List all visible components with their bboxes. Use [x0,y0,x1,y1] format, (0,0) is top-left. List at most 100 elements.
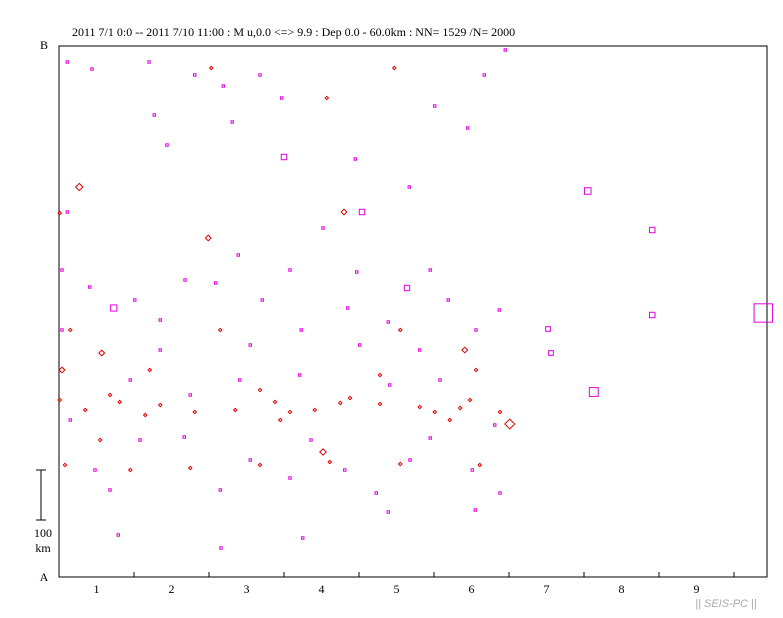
event-marker [116,533,120,537]
event-marker [309,438,313,442]
plot-frame [58,45,768,578]
event-marker [98,349,106,357]
event-marker [407,185,411,189]
event-marker [248,343,252,347]
event-marker [388,383,392,387]
event-marker [649,226,656,234]
event-marker [97,437,103,443]
event-marker [183,278,187,282]
event-marker [337,400,343,406]
event-marker [408,458,412,462]
event-marker [204,234,212,242]
event-marker [397,461,403,467]
x-tick-label: 5 [394,582,400,596]
event-marker [753,303,773,323]
event-marker [588,387,599,397]
event-marker [65,60,69,64]
scale-bar-label: 100 [34,526,52,540]
event-marker [238,378,242,382]
event-marker [58,366,66,374]
event-marker [68,418,72,422]
event-marker [377,401,383,407]
event-marker [152,113,156,117]
event-marker [312,407,318,413]
event-marker [288,476,292,480]
event-marker [82,407,88,413]
event-marker [503,48,507,52]
event-marker [397,327,403,333]
event-marker [353,157,357,161]
event-marker [386,320,390,324]
event-marker [545,326,551,332]
event-marker [428,268,432,272]
event-marker [88,285,92,289]
event-marker [418,348,422,352]
event-marker [60,268,64,272]
event-marker [158,348,162,352]
event-marker [217,327,223,333]
event-marker [280,96,284,100]
event-marker [128,378,132,382]
event-marker [321,226,325,230]
event-marker [377,372,383,378]
event-marker [57,397,63,403]
event-marker [74,182,84,192]
event-marker [403,284,411,292]
event-marker [497,409,503,415]
x-tick-label: 4 [319,582,325,596]
event-marker [188,393,192,397]
event-marker [466,126,470,130]
event-marker [432,409,438,415]
event-marker [57,210,63,216]
event-marker [65,210,69,214]
chart-title: 2011 7/1 0:0 -- 2011 7/10 11:00 : M u,0.… [72,25,515,39]
event-marker [482,73,486,77]
event-marker [214,281,218,285]
event-marker [62,462,68,468]
footer: || SEIS-PC || [695,598,757,610]
event-marker [498,491,502,495]
x-tick-label: 6 [469,582,475,596]
event-marker [93,468,97,472]
x-tick-label: 2 [169,582,175,596]
event-marker [219,546,223,550]
event-marker [301,536,305,540]
event-marker [248,458,252,462]
event-marker [258,73,262,77]
event-marker [324,95,330,101]
event-marker [236,253,240,257]
event-marker [90,67,94,71]
event-marker [138,438,142,442]
event-marker [158,318,162,322]
event-marker [461,346,469,354]
event-marker [504,418,516,430]
event-marker [467,397,473,403]
event-marker [548,350,554,356]
event-marker [358,343,362,347]
profile-end-label: A [40,570,49,584]
event-marker [358,208,366,216]
event-marker [218,488,222,492]
event-marker [417,404,423,410]
event-marker [67,327,73,333]
event-marker [288,268,292,272]
event-marker [230,120,234,124]
x-tick-label: 8 [619,582,625,596]
event-marker [157,402,163,408]
event-marker [446,298,450,302]
event-marker [287,409,293,415]
x-tick-label: 3 [244,582,250,596]
event-marker [470,468,474,472]
event-marker [192,409,198,415]
event-marker [433,104,437,108]
event-marker [221,84,225,88]
event-marker [346,306,350,310]
event-marker [340,208,348,216]
event-marker [299,328,303,332]
event-marker [257,387,263,393]
event-marker [473,367,479,373]
event-marker [165,143,169,147]
event-marker [428,436,432,440]
